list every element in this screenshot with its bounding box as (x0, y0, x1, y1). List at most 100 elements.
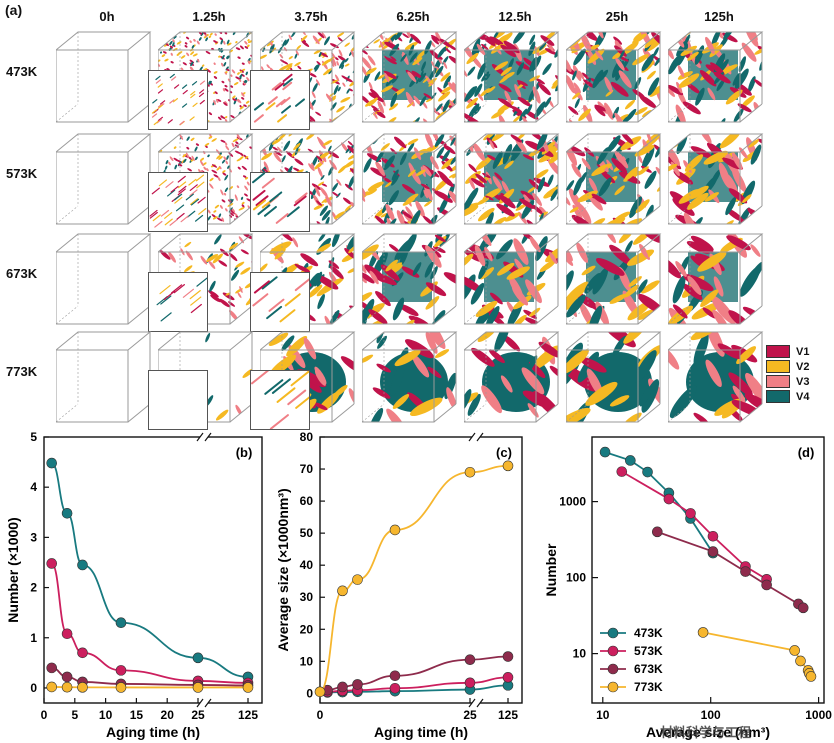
x-tick-label: 125 (238, 708, 258, 722)
microstructure-cube (362, 31, 458, 123)
microstructure-cube (362, 233, 458, 325)
legend-v3: V3 (766, 374, 809, 389)
microstructure-cube (464, 331, 560, 423)
data-point-773K (77, 682, 88, 693)
axis-break-mark (476, 698, 484, 708)
x-tick-label: 10 (596, 708, 610, 722)
temperature-label: 573K (6, 166, 38, 181)
legend-marker-573K (607, 645, 619, 657)
data-point-773K (805, 671, 817, 682)
data-point-573K (685, 508, 696, 519)
plot-frame (43, 436, 263, 704)
data-point-473K (599, 446, 611, 458)
axis-break-mark (204, 698, 212, 708)
microstructure-cube (56, 31, 152, 123)
cross-section-inset (148, 370, 208, 430)
data-point-673K (352, 679, 363, 690)
data-point-673K (61, 671, 73, 683)
x-tick-label: 125 (498, 708, 518, 722)
temperature-label: 673K (6, 266, 38, 281)
data-point-573K (61, 628, 73, 640)
watermark-text: 材料科学与工程 (660, 725, 752, 740)
data-point-673K (46, 662, 58, 674)
data-point-573K (707, 530, 719, 542)
phase-legend: V1 V2 V3 V4 (766, 344, 809, 404)
panel-label: (c) (496, 445, 512, 460)
data-point-673K (651, 526, 663, 538)
data-point-673K (761, 579, 772, 591)
data-point-773K (502, 460, 514, 472)
y-axis-title: Number (543, 543, 559, 596)
x-axis-title: Average size (nm³) (646, 724, 770, 740)
y-axis-title: Average size (×1000nm³) (276, 488, 291, 651)
data-point-773K (464, 466, 476, 478)
data-point-773K (795, 655, 806, 667)
x-tick-label: 25 (463, 708, 477, 722)
y-tick-label: 20 (300, 622, 314, 636)
y-tick-label: 30 (300, 590, 314, 604)
axis-break-mark (468, 432, 476, 442)
legend-v2: V2 (766, 359, 809, 374)
data-point-773K (352, 574, 363, 585)
legend-swatch-v4 (766, 390, 790, 403)
data-point-673K (502, 651, 514, 662)
axis-break-mark (196, 432, 204, 442)
y-tick-label: 10 (573, 647, 587, 661)
microstructure-cube (56, 133, 152, 225)
y-tick-label: 3 (30, 530, 37, 544)
data-point-773K (115, 682, 127, 693)
axis-break-mark (476, 432, 484, 442)
x-tick-label: 1000 (805, 708, 832, 722)
chart-size-vs-time: 0 10 20 30 40 50 60 70 80 0 25 125 Aging time (h) Ave… (276, 430, 523, 740)
data-point-673K (389, 670, 401, 682)
y-tick-label: 10 (300, 654, 314, 668)
microstructure-cube (566, 133, 662, 225)
time-label: 0h (99, 9, 115, 24)
legend-label: 673K (634, 662, 663, 676)
legend-swatch-v2 (766, 360, 790, 373)
microstructure-cube (362, 331, 458, 423)
data-point-673K (797, 602, 809, 614)
microstructure-cube (668, 331, 764, 423)
y-tick-label: 100 (566, 571, 586, 585)
data-point-673K (707, 546, 719, 557)
data-point-773K (61, 681, 73, 693)
data-point-773K (314, 686, 326, 698)
data-point-473K (61, 507, 73, 519)
microstructure-cube (56, 233, 152, 325)
time-label: 12.5h (498, 9, 532, 24)
microstructure-cube (668, 233, 764, 325)
data-point-573K (115, 665, 127, 676)
legend-label: 573K (634, 644, 663, 658)
cross-section-inset (250, 370, 310, 430)
data-point-573K (663, 493, 675, 505)
microstructure-cube (56, 331, 152, 423)
axis-break-mark (468, 698, 476, 708)
x-tick-label: 15 (130, 708, 144, 722)
y-tick-label: 1000 (559, 495, 586, 509)
microstructure-cube (668, 31, 764, 123)
data-point-473K (625, 455, 636, 466)
y-tick-label: 70 (300, 462, 314, 476)
data-point-773K (789, 645, 800, 656)
microstructure-cube (464, 233, 560, 325)
cross-section-inset (250, 172, 310, 232)
data-point-473K (77, 559, 88, 571)
data-point-573K (389, 682, 401, 694)
x-tick-label: 0 (41, 708, 48, 722)
axis-break-mark (196, 698, 204, 708)
plot-frame (591, 436, 825, 704)
cross-section-inset (250, 70, 310, 130)
y-axis-title: Number (×1000) (5, 517, 21, 622)
y-tick-label: 40 (300, 558, 314, 572)
cross-section-inset (148, 172, 208, 232)
data-point-773K (242, 682, 254, 693)
data-point-573K (616, 466, 628, 477)
y-tick-label: 4 (30, 480, 37, 494)
legend-marker-773K (607, 681, 619, 693)
panel-label: (b) (236, 445, 253, 460)
temperature-label: 773K (6, 364, 38, 379)
x-tick-label: 100 (701, 708, 721, 722)
chart-number-vs-size: 10 100 1000 10 100 1000 Average size (nm³) Numb… (543, 436, 832, 740)
data-point-773K (192, 682, 204, 693)
